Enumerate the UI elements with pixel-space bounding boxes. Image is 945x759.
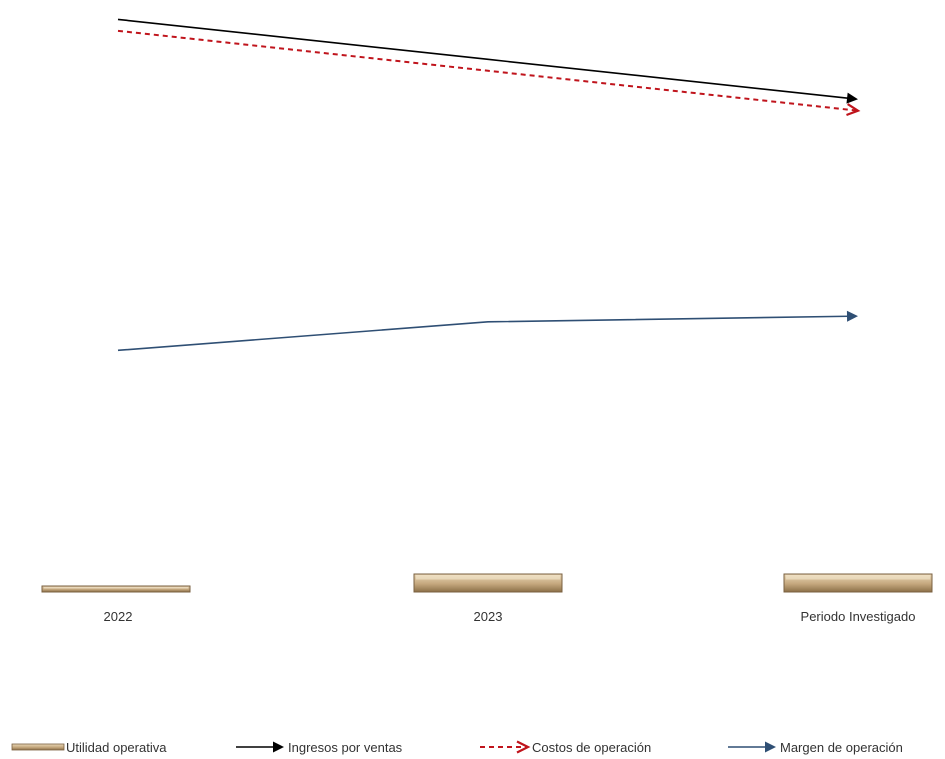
ingresos-por-ventas-series (117, 18, 858, 104)
utilidad-operativa-bar-body (41, 585, 191, 593)
legend-arrowhead-ingresos-por-ventas (273, 741, 284, 753)
costos-de-operacion-line (117, 29, 857, 112)
legend-item-costos-de-operacion: Costos de operación (480, 740, 651, 755)
legend-item-margen-de-operacion: Margen de operación (728, 740, 903, 755)
utilidad-operativa-bar-highlight (44, 587, 188, 589)
x-tick-label-2023: 2023 (474, 609, 503, 624)
legend: Utilidad operativa Ingresos por ventas Cos… (11, 740, 903, 755)
utilidad-operativa-bar-highlight (786, 575, 930, 580)
legend-arrowhead-costos-de-operacion (516, 740, 531, 754)
costos-de-operacion-series (117, 29, 861, 117)
legend-swatch-utilidad-operativa (11, 743, 65, 751)
utilidad-operativa-bar-periodo-investigado (783, 573, 933, 593)
line-series-layer (117, 18, 861, 352)
legend-item-utilidad-operativa: Utilidad operativa (11, 740, 167, 755)
legend-label-margen-de-operacion: Margen de operación (780, 740, 903, 755)
x-tick-label-2022: 2022 (104, 609, 133, 624)
utilidad-operativa-bar-2022 (41, 585, 191, 593)
utilidad-operativa-bar-highlight (416, 575, 560, 580)
ingresos-por-ventas-line (117, 18, 850, 100)
bar-series-layer (41, 573, 933, 593)
costos-de-operacion-arrowhead (846, 103, 861, 117)
legend-item-ingresos-por-ventas: Ingresos por ventas (236, 740, 403, 755)
utilidad-operativa-bar-2023 (413, 573, 563, 593)
legend-arrowhead-margen-de-operacion (765, 741, 776, 753)
x-axis-tick-labels: 2022 2023 Periodo Investigado (104, 609, 916, 624)
x-tick-label-periodo-investigado: Periodo Investigado (801, 609, 916, 624)
legend-label-costos-de-operacion: Costos de operación (532, 740, 651, 755)
ingresos-por-ventas-arrowhead (846, 92, 858, 104)
legend-label-utilidad-operativa: Utilidad operativa (66, 740, 167, 755)
margen-de-operacion-line (117, 315, 850, 352)
margen-de-operacion-series (117, 310, 858, 352)
margen-de-operacion-arrowhead (846, 310, 858, 322)
legend-label-ingresos-por-ventas: Ingresos por ventas (288, 740, 403, 755)
